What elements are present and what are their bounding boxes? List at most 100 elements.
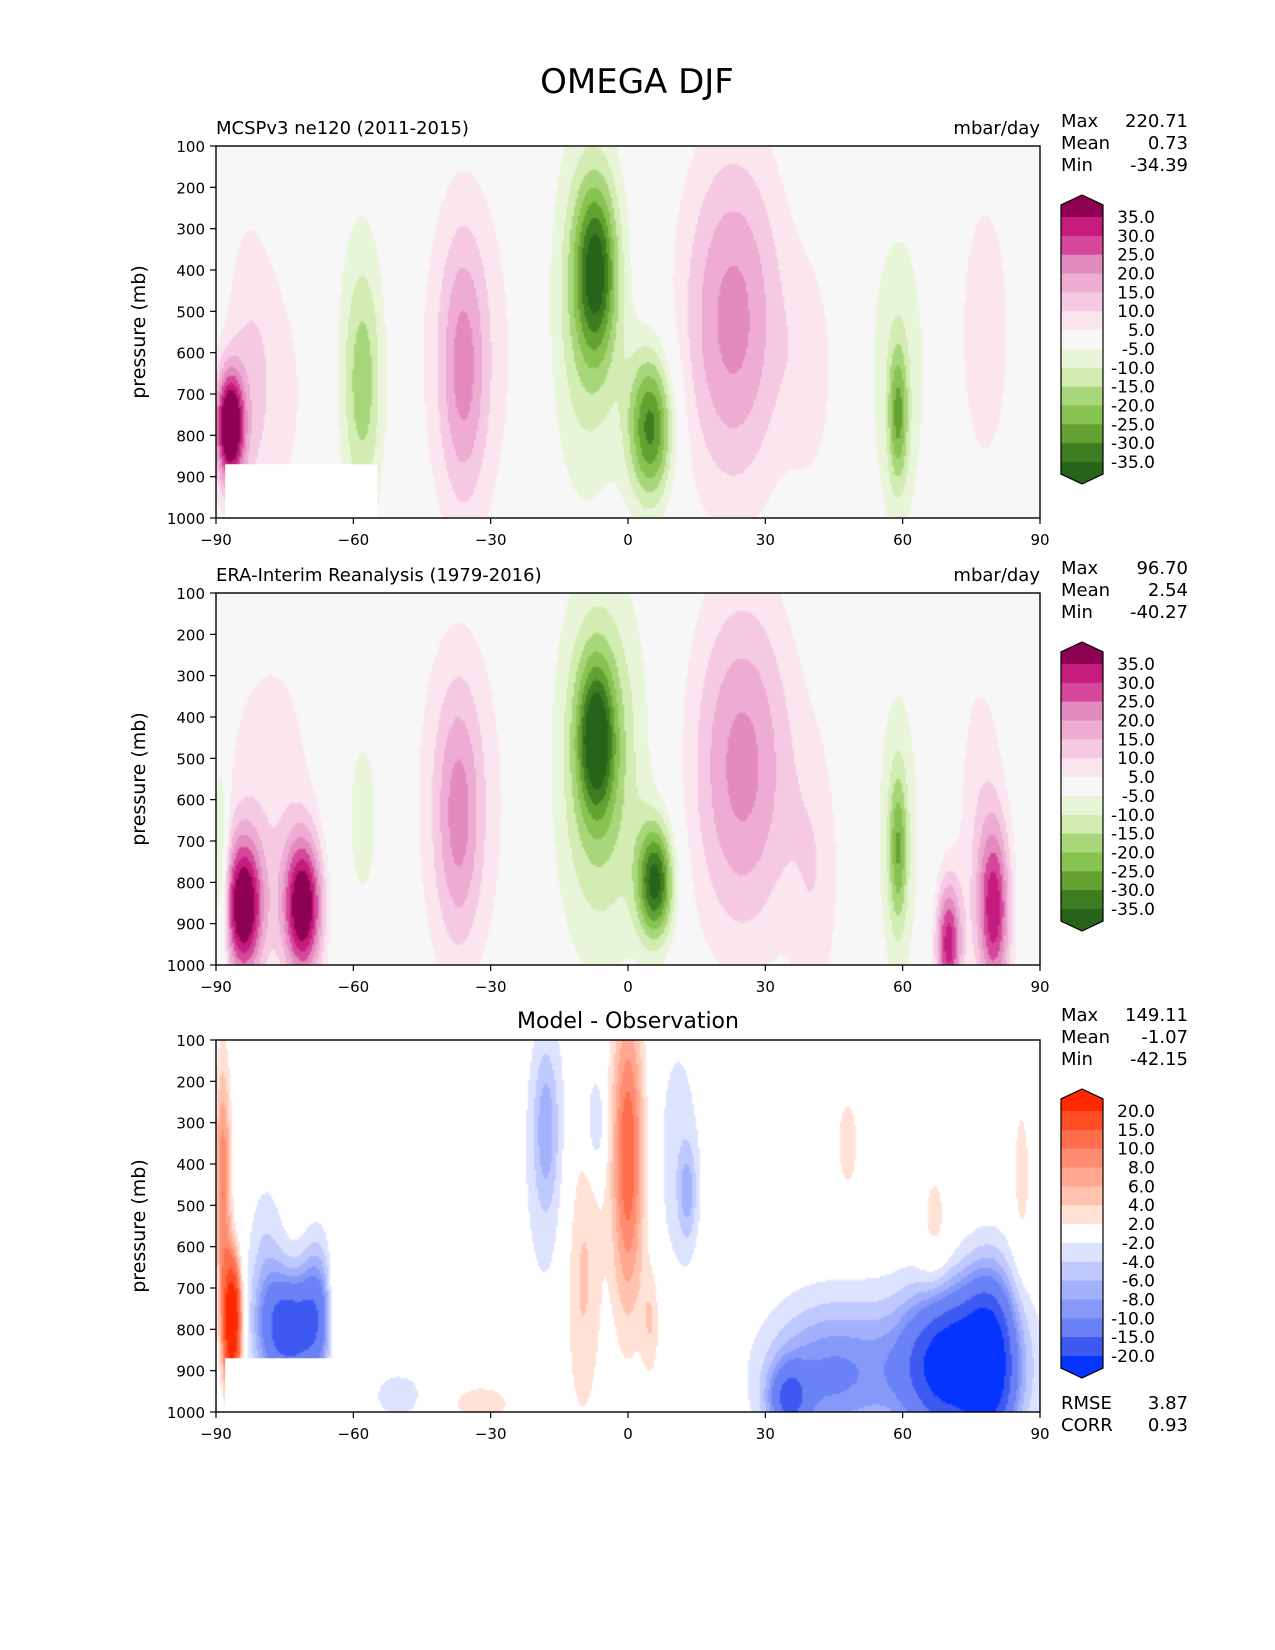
y-axis-label: pressure (mb) [128, 265, 150, 399]
x-tick-label: 60 [893, 531, 912, 549]
metric-value: 3.87 [1148, 1393, 1188, 1414]
colorbar: 35.030.025.020.015.010.05.0-5.0-10.0-15.… [1060, 194, 1155, 485]
stat-value: 149.11 [1125, 1005, 1188, 1026]
x-tick-label: 90 [1030, 1425, 1049, 1443]
colorbar-segment [1061, 701, 1103, 722]
x-tick-label: 90 [1030, 531, 1049, 549]
y-tick-label: 900 [176, 469, 205, 487]
x-tick-label: −60 [338, 531, 370, 549]
colorbar-extend-min [1061, 462, 1103, 484]
colorbar-segment [1061, 1224, 1103, 1244]
colorbar-segment [1061, 852, 1103, 872]
x-tick-label: −90 [200, 1425, 232, 1443]
colorbar-label: 2.0 [1128, 1215, 1155, 1235]
colorbar-label: -20.0 [1111, 396, 1155, 416]
panel-title: MCSPv3 ne120 (2011-2015) [216, 118, 469, 139]
x-tick-label: 0 [623, 531, 633, 549]
y-tick-label: 1000 [167, 510, 205, 528]
y-tick-label: 300 [176, 221, 205, 239]
colorbar-segment [1061, 443, 1103, 463]
stat-value: 220.71 [1125, 111, 1188, 132]
colorbar-label: -2.0 [1122, 1234, 1155, 1254]
colorbar-label: -25.0 [1111, 415, 1155, 435]
y-tick-label: 1000 [167, 1404, 205, 1422]
colorbar-segment [1061, 1186, 1103, 1206]
colorbar-segment [1061, 367, 1103, 388]
contour-field [216, 593, 1040, 965]
y-tick-label: 900 [176, 916, 205, 934]
colorbar-label: 25.0 [1117, 246, 1155, 266]
colorbar-label: 35.0 [1117, 208, 1155, 228]
colorbar-segment [1061, 777, 1103, 797]
y-tick-label: 600 [176, 1239, 205, 1257]
colorbar-segment [1061, 217, 1103, 237]
x-tick-label: −30 [475, 531, 507, 549]
y-tick-label: 800 [176, 1321, 205, 1339]
colorbar-label: -25.0 [1111, 862, 1155, 882]
colorbar-label: -4.0 [1122, 1253, 1155, 1273]
colorbar-label: -10.0 [1111, 806, 1155, 826]
colorbar-extend-max [1061, 195, 1103, 217]
colorbar-label: -15.0 [1111, 1328, 1155, 1348]
colorbar-segment [1061, 833, 1103, 854]
y-tick-label: 700 [176, 1280, 205, 1298]
colorbar-label: 10.0 [1117, 1140, 1155, 1160]
colorbar-segment [1061, 758, 1103, 778]
x-tick-label: 60 [893, 1425, 912, 1443]
colorbar-label: 6.0 [1128, 1177, 1155, 1197]
colorbar-label: -35.0 [1111, 453, 1155, 473]
colorbar-label: 25.0 [1117, 693, 1155, 713]
colorbar-segment [1061, 871, 1103, 891]
stat-value: -1.07 [1141, 1027, 1188, 1048]
stat-value: 0.73 [1148, 133, 1188, 154]
colorbar-segment [1061, 1205, 1103, 1225]
stat-value: -34.39 [1130, 155, 1188, 176]
stat-label: Mean [1061, 1027, 1110, 1048]
units-label: mbar/day [953, 565, 1040, 586]
stat-label: Mean [1061, 133, 1110, 154]
colorbar-segment [1061, 424, 1103, 444]
colorbar-segment [1061, 1111, 1103, 1131]
colorbar-segment [1061, 1280, 1103, 1301]
stat-value: -40.27 [1130, 602, 1188, 623]
colorbar-segment [1061, 1337, 1103, 1357]
colorbar-label: 20.0 [1117, 712, 1155, 732]
colorbar-outline [1060, 1088, 1104, 1379]
colorbar-label: 30.0 [1117, 227, 1155, 247]
colorbar-label: 4.0 [1128, 1196, 1155, 1216]
stat-label: Min [1061, 155, 1093, 176]
stat-label: Max [1061, 558, 1099, 579]
colorbar-extend-min [1061, 1356, 1103, 1378]
missing-data-mask [225, 464, 378, 518]
x-tick-label: −60 [338, 978, 370, 996]
colorbar-label: 15.0 [1117, 730, 1155, 750]
colorbar-segment [1061, 348, 1103, 369]
x-tick-label: 90 [1030, 978, 1049, 996]
stat-label: Mean [1061, 580, 1110, 601]
panel-title: Model - Observation [517, 1009, 739, 1034]
colorbar-segment [1061, 273, 1103, 293]
colorbar-segment [1061, 739, 1103, 759]
colorbar-label: 35.0 [1117, 655, 1155, 675]
metric-value: 0.93 [1148, 1415, 1188, 1436]
y-axis-label: pressure (mb) [128, 712, 150, 846]
figure-title: OMEGA DJF [540, 62, 734, 102]
colorbar-label: 30.0 [1117, 674, 1155, 694]
panel-title: ERA-Interim Reanalysis (1979-2016) [216, 565, 542, 586]
x-tick-label: −90 [200, 978, 232, 996]
colorbar-outline [1060, 641, 1104, 932]
colorbar-segment [1061, 311, 1103, 331]
y-tick-label: 300 [176, 668, 205, 686]
contour-field [216, 1040, 1040, 1412]
missing-data-mask [225, 1358, 378, 1412]
colorbar-extend-max [1061, 1089, 1103, 1111]
x-tick-label: 0 [623, 1425, 633, 1443]
colorbar-label: -5.0 [1122, 787, 1155, 807]
colorbar: 20.015.010.08.06.04.02.0-2.0-4.0-6.0-8.0… [1060, 1088, 1155, 1379]
colorbar-segment [1061, 1148, 1103, 1169]
colorbar-label: -20.0 [1111, 843, 1155, 863]
colorbar-label: -5.0 [1122, 340, 1155, 360]
y-tick-label: 500 [176, 750, 205, 768]
x-tick-label: 30 [756, 978, 775, 996]
y-tick-label: 600 [176, 345, 205, 363]
